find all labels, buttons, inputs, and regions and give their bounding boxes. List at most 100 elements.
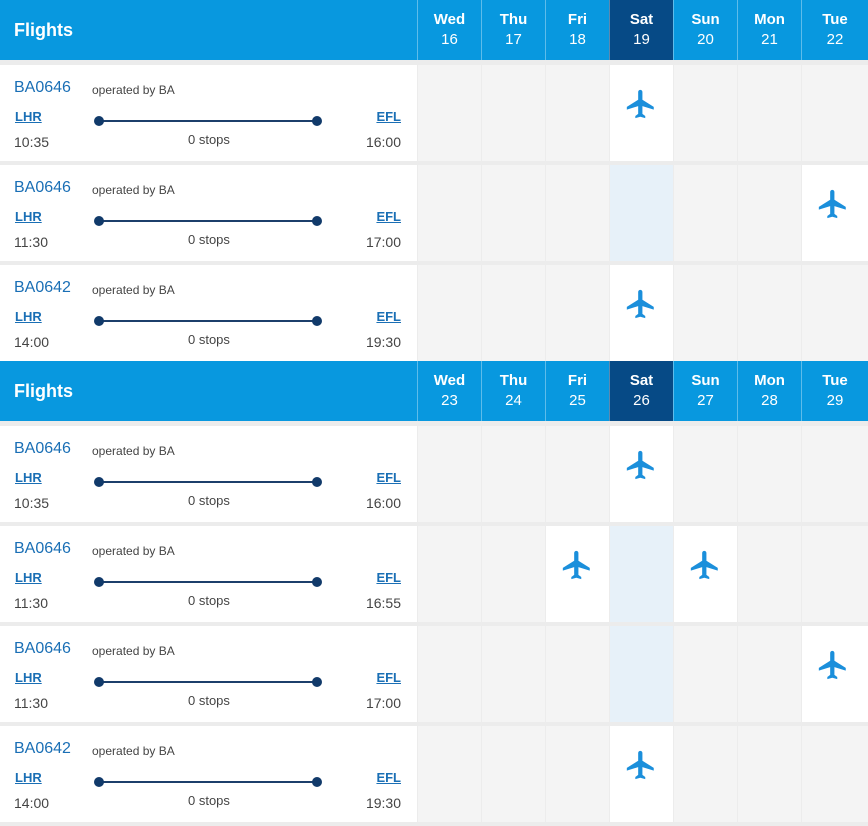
day-column-thu[interactable]: Thu 24 [481,361,545,421]
day-cell-available[interactable] [674,526,737,622]
day-column-fri[interactable]: Fri 25 [545,361,609,421]
day-column-tue[interactable]: Tue 22 [801,0,868,60]
day-name: Wed [433,372,466,389]
day-cell [802,65,868,161]
day-column-wed[interactable]: Wed 16 [417,0,481,60]
destination-airport-link[interactable]: EFL [376,570,401,585]
flight-row: BA0642 operated by BA LHR EFL 14:00 19:30 0 st… [0,265,868,361]
day-number: 26 [633,392,650,409]
departure-time: 11:30 [14,595,48,611]
origin-airport-link[interactable]: LHR [15,109,42,124]
day-number: 29 [826,392,844,409]
destination-airport-link[interactable]: EFL [376,109,401,124]
day-column-tue[interactable]: Tue 29 [801,361,868,421]
day-cell-available[interactable] [802,165,868,261]
route-start-dot [94,216,104,226]
flight-number[interactable]: BA0642 [14,279,71,296]
day-cell [610,626,673,722]
day-column-sun[interactable]: Sun 27 [673,361,737,421]
origin-airport-link[interactable]: LHR [15,770,42,785]
day-column-mon[interactable]: Mon 21 [737,0,801,60]
route-start-dot [94,116,104,126]
destination-airport-link[interactable]: EFL [376,470,401,485]
route-start-dot [94,677,104,687]
day-cell [738,165,801,261]
route-end-dot [312,477,322,487]
flight-row: BA0646 operated by BA LHR EFL 10:35 16:00 0 st… [0,65,868,161]
airplane-icon [624,87,658,121]
day-cell [802,265,868,361]
flight-number[interactable]: BA0646 [14,440,71,457]
origin-airport-link[interactable]: LHR [15,309,42,324]
day-cell [738,65,801,161]
day-column-mon[interactable]: Mon 28 [737,361,801,421]
day-cell [738,626,801,722]
stops-count: 0 stops [188,132,230,147]
airplane-icon [624,748,658,782]
week-header: Flights Wed 23 Thu 24 Fri 25 Sat 26 Sun 27 Mon 28 Tue… [0,361,868,421]
day-cell [546,265,609,361]
stops-count: 0 stops [188,232,230,247]
destination-airport-link[interactable]: EFL [376,309,401,324]
day-cell-available[interactable] [546,526,609,622]
destination-airport-link[interactable]: EFL [376,209,401,224]
day-number: 22 [826,31,844,48]
destination-airport-link[interactable]: EFL [376,670,401,685]
flight-number[interactable]: BA0646 [14,640,71,657]
origin-airport-link[interactable]: LHR [15,209,42,224]
day-cell-available[interactable] [802,626,868,722]
day-name: Sat [629,372,654,389]
day-cell [418,265,481,361]
departure-time: 14:00 [14,334,50,350]
route-start-dot [94,477,104,487]
day-number: 27 [697,392,714,409]
day-column-thu[interactable]: Thu 17 [481,0,545,60]
destination-airport-link[interactable]: EFL [376,770,401,785]
day-cell [674,165,737,261]
airplane-icon [816,648,850,682]
day-cell [738,265,801,361]
operated-by: operated by BA [92,83,175,97]
stops-count: 0 stops [188,493,230,508]
day-column-sat[interactable]: Sat 19 [609,0,673,60]
departure-time: 10:35 [14,134,50,150]
day-number: 20 [697,31,714,48]
day-column-fri[interactable]: Fri 18 [545,0,609,60]
day-cell [738,526,801,622]
arrival-time: 17:00 [365,695,401,711]
day-cell [482,626,545,722]
day-column-wed[interactable]: Wed 23 [417,361,481,421]
day-cell-available[interactable] [610,265,673,361]
arrival-time: 16:00 [365,134,401,150]
origin-airport-link[interactable]: LHR [15,670,42,685]
day-name: Mon [754,11,785,28]
origin-airport-link[interactable]: LHR [15,570,42,585]
flight-number[interactable]: BA0646 [14,540,71,557]
day-cell-available[interactable] [610,426,673,522]
route-line [98,581,318,583]
section-title: Flights [14,20,73,40]
day-name: Sun [691,11,720,28]
flight-number[interactable]: BA0646 [14,179,71,196]
day-cell [482,426,545,522]
day-cell [738,726,801,822]
departure-time: 11:30 [14,695,48,711]
day-name: Thu [499,372,528,389]
day-cell-available[interactable] [610,65,673,161]
flight-row: BA0646 operated by BA LHR EFL 11:30 17:00 0 st… [0,165,868,261]
route-end-dot [312,116,322,126]
day-name: Wed [433,11,466,28]
day-name: Fri [567,11,588,28]
stops-count: 0 stops [188,693,230,708]
day-cell-available[interactable] [610,726,673,822]
day-column-sun[interactable]: Sun 20 [673,0,737,60]
day-cell [674,626,737,722]
route-end-dot [312,316,322,326]
day-column-sat[interactable]: Sat 26 [609,361,673,421]
flight-number[interactable]: BA0646 [14,79,71,96]
flight-number[interactable]: BA0642 [14,740,71,757]
day-number: 21 [761,31,778,48]
origin-airport-link[interactable]: LHR [15,470,42,485]
day-cell [418,726,481,822]
day-number: 24 [505,392,522,409]
